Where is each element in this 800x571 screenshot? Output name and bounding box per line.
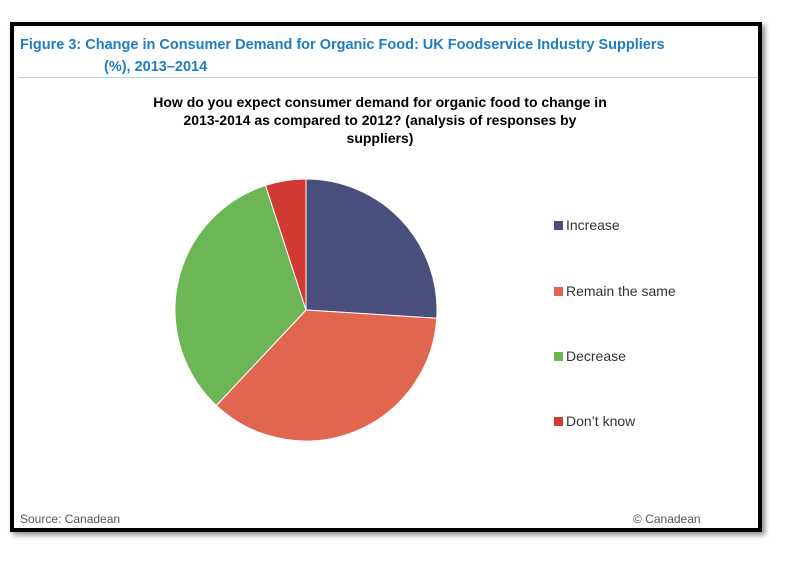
legend-item-remain-the-same: Remain the same xyxy=(554,283,676,299)
pie-slice-increase xyxy=(305,178,438,319)
chart-title-line-1: How do you expect consumer demand for or… xyxy=(153,94,607,110)
legend-label: Increase xyxy=(566,217,620,233)
legend-swatch xyxy=(554,351,563,361)
chart-title-line-3: suppliers) xyxy=(346,130,414,146)
copyright-note: © Canadean xyxy=(633,512,701,526)
pie-slice-don-t-know xyxy=(264,178,307,311)
pie-slices xyxy=(174,178,438,442)
figure-title-line-2: (%), 2013–2014 xyxy=(104,59,208,75)
pie-slice-remain-the-same xyxy=(215,309,438,442)
legend-item-decrease: Decrease xyxy=(554,348,626,364)
source-note: Source: Canadean xyxy=(20,512,121,526)
legend-swatch xyxy=(554,286,563,296)
legend-item-increase: Increase xyxy=(554,217,620,233)
pie-slice-decrease xyxy=(174,184,307,407)
legend-label: Decrease xyxy=(566,348,626,364)
legend-label: Don’t know xyxy=(566,413,636,429)
legend-item-don-t-know: Don’t know xyxy=(554,413,635,429)
legend-swatch xyxy=(554,416,563,426)
figure-title: Figure 3: Change in Consumer Demand for … xyxy=(20,34,745,78)
title-divider xyxy=(18,77,758,78)
legend-label: Remain the same xyxy=(566,283,676,299)
legend-swatch xyxy=(554,220,563,230)
figure-title-line-1: Figure 3: Change in Consumer Demand for … xyxy=(20,37,665,53)
chart-title: How do you expect consumer demand for or… xyxy=(100,93,660,147)
chart-title-line-2: 2013-2014 as compared to 2012? (analysis… xyxy=(183,112,577,128)
